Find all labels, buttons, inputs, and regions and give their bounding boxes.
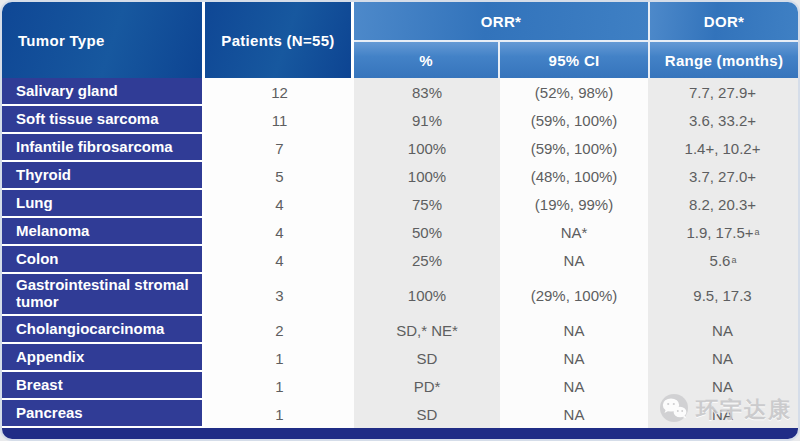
range-cell: 1.4+, 10.2+ [648,134,798,162]
col-group-dor: DOR* [648,2,798,42]
ci-cell: NA [500,344,648,372]
table-header: Tumor Type Patients (N=55) ORR* DOR* % 9… [2,2,798,78]
tumor-type-cell: Appendix [2,344,205,372]
patients-cell: 1 [205,400,354,428]
col-header-tumor-type: Tumor Type [2,2,205,78]
range-cell: 1.9, 17.5+a [648,218,798,246]
tumor-type-cell: Lung [2,190,205,218]
ci-cell: NA [500,372,648,400]
orr-percent-cell: 100% [354,134,500,162]
tumor-label: Salivary gland [16,83,118,100]
tumor-type-cell: Colon [2,246,205,274]
patients-cell: 7 [205,134,354,162]
tumor-type-cell: Pancreas [2,400,205,428]
orr-percent-cell: 91% [354,106,500,134]
results-table-card: Tumor Type Patients (N=55) ORR* DOR* % 9… [0,0,800,441]
col-header-range-months: Range (months) [648,42,798,78]
tumor-label: Soft tissue sarcoma [16,111,159,128]
col-header-range-months-label: Range (months) [665,52,783,69]
orr-percent-cell: 25% [354,246,500,274]
orr-percent-cell: PD* [354,372,500,400]
patients-cell: 2 [205,316,354,344]
range-cell: 8.2, 20.3+ [648,190,798,218]
patients-cell: 4 [205,218,354,246]
ci-cell: NA [500,400,648,428]
ci-cell: (48%, 100%) [500,162,648,190]
tumor-type-cell: Soft tissue sarcoma [2,106,205,134]
ci-cell: (19%, 99%) [500,190,648,218]
patients-cell: 3 [205,274,354,316]
range-cell: 9.5, 17.3 [648,274,798,316]
tumor-label: Cholangiocarcinoma [16,321,164,338]
orr-percent-cell: 83% [354,78,500,106]
patients-cell: 4 [205,190,354,218]
range-cell: 5.6a [648,246,798,274]
range-cell: 3.7, 27.0+ [648,162,798,190]
col-header-patients-label: Patients (N=55) [221,32,334,49]
orr-percent-cell: 100% [354,162,500,190]
tumor-label: Breast [16,377,63,394]
tumor-type-cell: Gastrointestinal stromal tumor [2,274,205,316]
ci-cell: (52%, 98%) [500,78,648,106]
tumor-type-cell: Cholangiocarcinoma [2,316,205,344]
col-group-dor-label: DOR* [704,13,744,30]
tumor-label: Gastrointestinal stromal tumor [16,277,196,311]
ci-cell: (29%, 100%) [500,274,648,316]
patients-cell: 11 [205,106,354,134]
patients-cell: 12 [205,78,354,106]
patients-cell: 1 [205,344,354,372]
tumor-label: Pancreas [16,405,83,422]
col-header-patients: Patients (N=55) [205,2,354,78]
col-group-orr: ORR* [354,2,648,42]
range-cell: NA [648,316,798,344]
tumor-type-cell: Infantile fibrosarcoma [2,134,205,162]
tumor-type-cell: Thyroid [2,162,205,190]
tumor-label: Appendix [16,349,84,366]
ci-cell: NA [500,246,648,274]
col-header-orr-percent: % [354,42,500,78]
ci-cell: (59%, 100%) [500,134,648,162]
ci-cell: NA [500,316,648,344]
tumor-type-cell: Melanoma [2,218,205,246]
range-cell: 3.6, 33.2+ [648,106,798,134]
range-cell: NA [648,400,798,428]
tumor-label: Thyroid [16,167,71,184]
col-header-orr-percent-label: % [419,52,433,69]
orr-percent-cell: SD,* NE* [354,316,500,344]
orr-percent-cell: SD [354,344,500,372]
range-cell: NA [648,344,798,372]
ci-cell: NA* [500,218,648,246]
bottom-accent-bar [2,428,798,439]
orr-percent-cell: 75% [354,190,500,218]
tumor-type-cell: Breast [2,372,205,400]
ci-cell: (59%, 100%) [500,106,648,134]
orr-percent-cell: SD [354,400,500,428]
tumor-label: Colon [16,251,59,268]
orr-percent-cell: 100% [354,274,500,316]
range-cell: NA [648,372,798,400]
patients-cell: 4 [205,246,354,274]
tumor-label: Melanoma [16,223,89,240]
tumor-label: Infantile fibrosarcoma [16,139,173,156]
col-header-tumor-type-label: Tumor Type [18,32,105,49]
table-body: Salivary gland 12 83% (52%, 98%) 7.7, 27… [2,78,798,428]
col-group-orr-label: ORR* [481,13,521,30]
tumor-type-cell: Salivary gland [2,78,205,106]
col-header-95ci: 95% CI [500,42,648,78]
range-cell: 7.7, 27.9+ [648,78,798,106]
tumor-label: Lung [16,195,53,212]
patients-cell: 1 [205,372,354,400]
col-header-95ci-label: 95% CI [549,52,600,69]
orr-percent-cell: 50% [354,218,500,246]
patients-cell: 5 [205,162,354,190]
